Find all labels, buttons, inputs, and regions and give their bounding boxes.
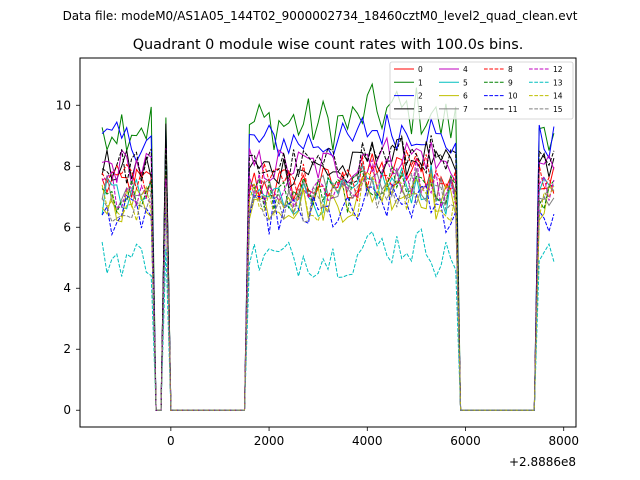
plot-frame [79, 57, 577, 428]
y-tick-label: 6 [63, 220, 71, 234]
legend-label-10: 10 [508, 92, 518, 101]
legend-label-8: 8 [508, 65, 513, 74]
legend-label-3: 3 [418, 105, 423, 114]
legend-label-1: 1 [418, 78, 423, 87]
series-line-15 [101, 173, 555, 411]
legend-label-11: 11 [508, 105, 518, 114]
series-line-13 [101, 228, 555, 411]
legend-label-7: 7 [463, 105, 468, 114]
x-tick-label: 0 [167, 434, 175, 448]
figure-suptitle: Data file: modeM0/AS1A05_144T02_90000027… [63, 9, 578, 23]
legend-label-13: 13 [553, 78, 563, 87]
x-axis: 0 2000 4000 6000 8000 [167, 427, 579, 448]
legend-label-0: 0 [418, 65, 423, 74]
legend-label-4: 4 [463, 65, 468, 74]
legend-label-2: 2 [418, 92, 423, 101]
x-tick-label: 8000 [548, 434, 579, 448]
legend-label-12: 12 [553, 65, 563, 74]
chart-title: Quadrant 0 module wise count rates with … [133, 37, 524, 53]
y-axis: 0 2 4 6 8 10 [56, 98, 80, 417]
y-tick-label: 8 [63, 159, 71, 173]
y-tick-label: 10 [56, 98, 71, 112]
legend-label-15: 15 [553, 105, 563, 114]
legend-label-5: 5 [463, 78, 468, 87]
y-tick-label: 4 [63, 281, 71, 295]
y-tick-label: 2 [63, 342, 71, 356]
x-offset-label: +2.8886e8 [509, 455, 576, 469]
legend-label-14: 14 [553, 92, 563, 101]
legend-box [389, 61, 574, 120]
legend-label-6: 6 [463, 92, 468, 101]
legend-label-9: 9 [508, 78, 513, 87]
x-tick-label: 4000 [352, 434, 383, 448]
x-tick-label: 2000 [254, 434, 285, 448]
series-layer [101, 82, 555, 411]
x-tick-label: 6000 [450, 434, 481, 448]
y-tick-label: 0 [63, 403, 71, 417]
series-line-12 [101, 156, 555, 411]
